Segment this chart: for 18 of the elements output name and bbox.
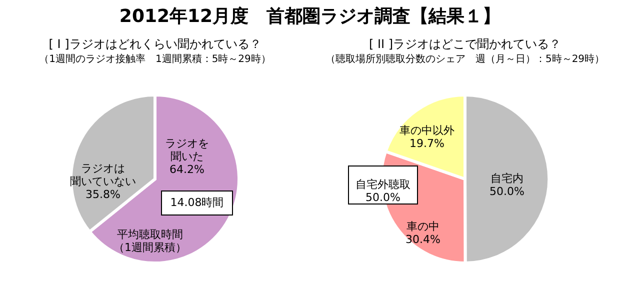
- slice-label: ラジオを聞いた: [165, 137, 209, 163]
- slice-label: 車の中: [406, 220, 440, 233]
- slice-label: ラジオは聞いていない: [70, 162, 136, 188]
- chart-title: [ II ]ラジオはどこで聞かれている？: [368, 37, 562, 51]
- text: 14.08時間: [170, 196, 224, 209]
- chart-subtitle: （1週間のラジオ接触率 1週間累積：5時～29時）: [39, 53, 271, 65]
- data-label: 64.2%: [170, 163, 204, 176]
- data-label: 19.7%: [410, 137, 444, 150]
- text: 2012年12月度 首都圏ラジオ調査【結果１】: [119, 6, 501, 27]
- data-label: 50.0%: [490, 185, 524, 198]
- slice-label: 自宅内: [490, 172, 524, 185]
- data-label: 30.4%: [406, 233, 440, 246]
- slice-label: 車の中以外: [400, 124, 454, 137]
- chart-subtitle: （聴取場所別聴取分数のシェア 週（月～日）：5時～29時）: [325, 53, 605, 65]
- text: 平均聴取時間（1週間累積）: [114, 228, 186, 254]
- chart-title: [ I ]ラジオはどれくらい聞かれている？: [48, 37, 262, 51]
- text: 自宅外聴取 50.0%: [356, 178, 410, 204]
- data-label: 35.8%: [86, 188, 120, 201]
